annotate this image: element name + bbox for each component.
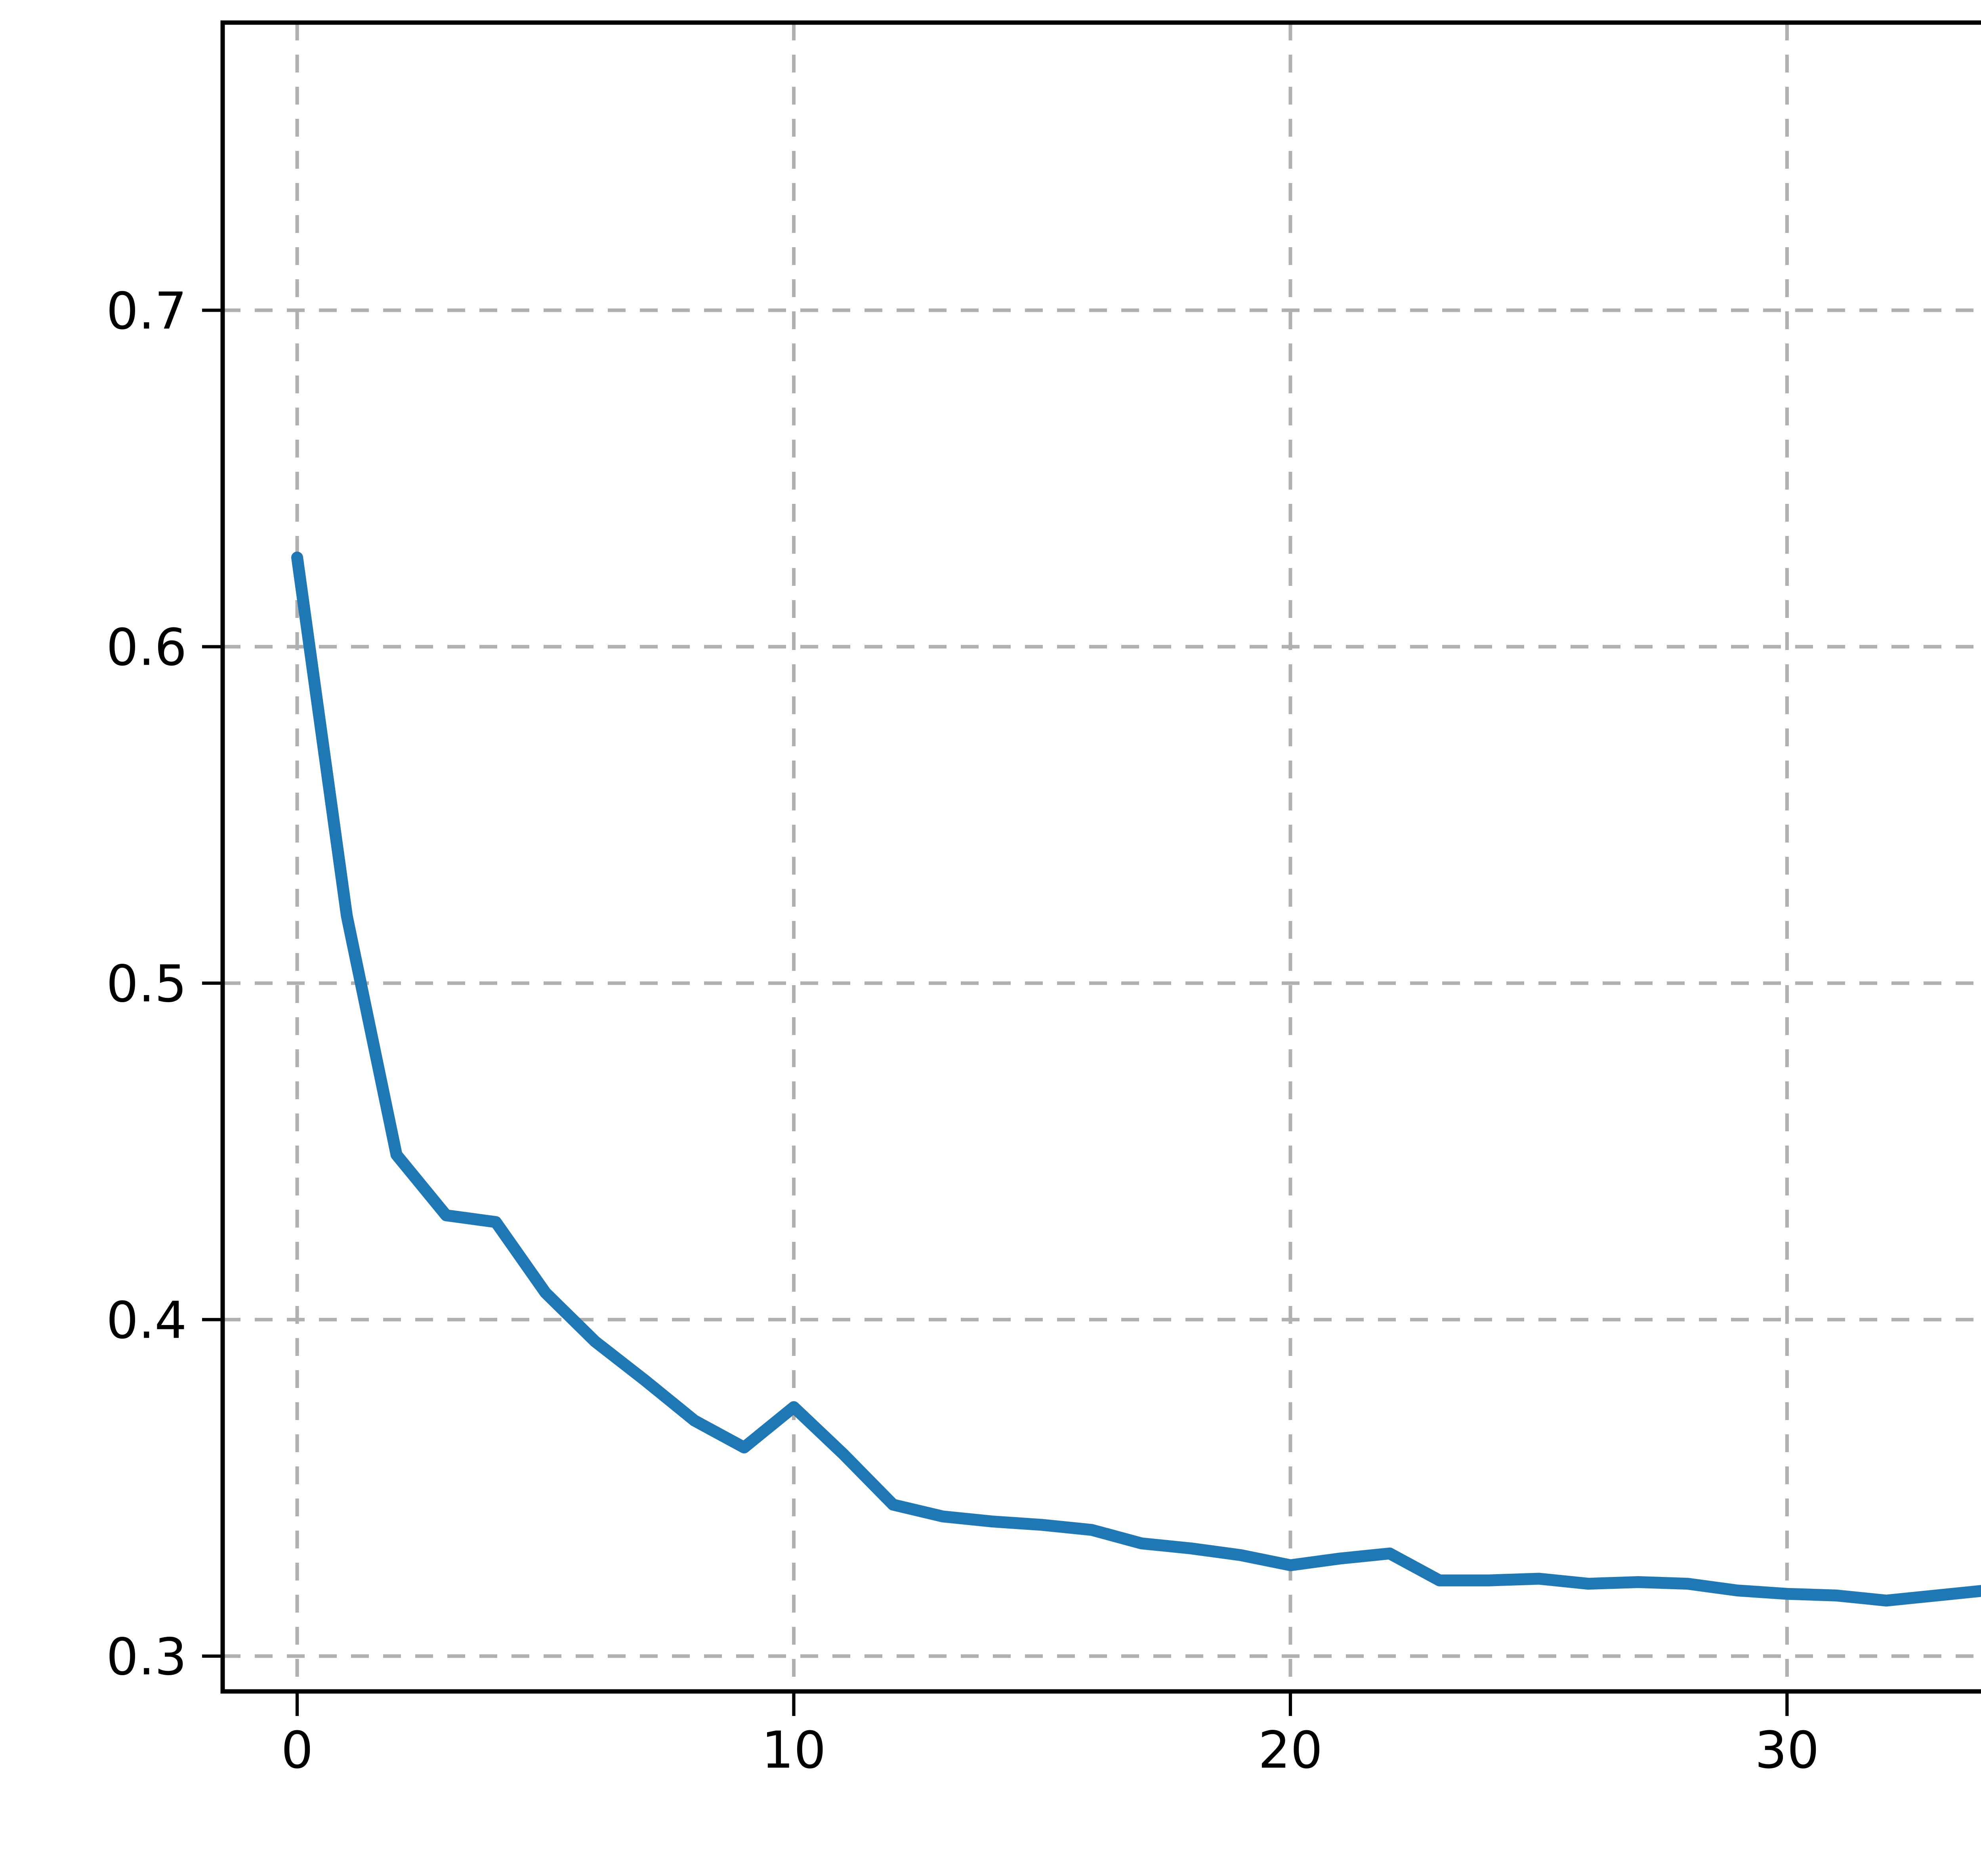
svg-text:0.7: 0.7 [106,282,187,341]
main-axes-frame [220,20,1981,1694]
svg-text:0: 0 [281,1721,313,1780]
svg-text:20: 20 [1258,1721,1323,1780]
svg-text:0.5: 0.5 [106,955,187,1014]
svg-text:0.4: 0.4 [106,1291,187,1350]
svg-text:0.3: 0.3 [106,1628,187,1687]
series-1 [291,551,1981,1607]
svg-text:10: 10 [761,1721,826,1780]
main-tick-marks [202,309,1789,1716]
svg-text:30: 30 [1755,1721,1819,1780]
main-data-series [291,551,1981,1607]
main-tick-labels: 010203040500.30.40.50.60.7 [106,282,1819,1780]
svg-text:0.6: 0.6 [106,618,187,677]
